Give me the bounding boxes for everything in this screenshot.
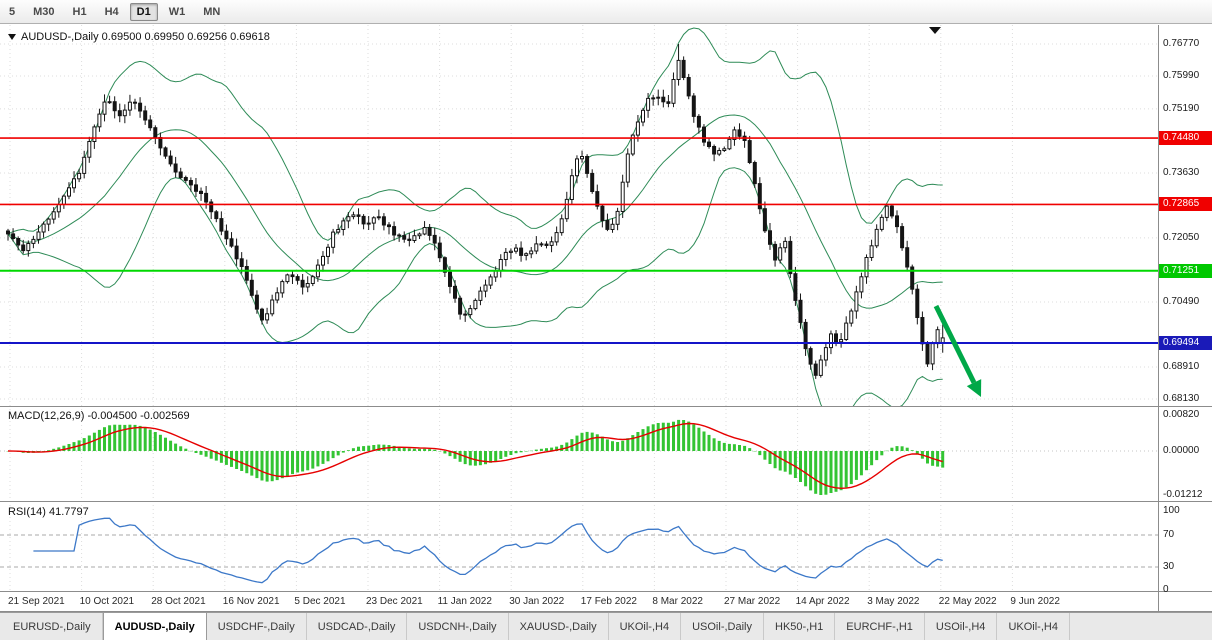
timeframe-button-H4[interactable]: H4 bbox=[104, 5, 119, 18]
price-axis-label: 0.72050 bbox=[1163, 231, 1200, 243]
macd-axis-label: 0.00000 bbox=[1163, 445, 1200, 456]
chart-tab-audusd-daily[interactable]: AUDUSD-,Daily bbox=[102, 613, 207, 640]
rsi-panel bbox=[0, 517, 1158, 584]
main-price-panel bbox=[6, 27, 945, 406]
price-tag: 0.69494 bbox=[1159, 335, 1212, 350]
triangle-down-icon bbox=[8, 34, 16, 40]
date-axis-label: 11 Jan 2022 bbox=[437, 596, 492, 607]
price-axis-label: 0.68130 bbox=[1163, 393, 1200, 404]
date-axis-label: 27 Mar 2022 bbox=[724, 596, 781, 607]
price-tag: 0.74480 bbox=[1159, 131, 1212, 146]
rsi-axis-label: 100 bbox=[1163, 505, 1180, 516]
price-axis-label: 0.73630 bbox=[1163, 167, 1200, 179]
chart-symbol-ohlc-label: AUDUSD-,Daily 0.69500 0.69950 0.69256 0.… bbox=[8, 31, 270, 43]
timeframe-button-D1[interactable]: D1 bbox=[129, 2, 158, 21]
chart-tab-usoil-h4[interactable]: USOil-,H4 bbox=[925, 613, 998, 640]
chart-tab-usoil-daily[interactable]: USOil-,Daily bbox=[681, 613, 764, 640]
price-tag: 0.72865 bbox=[1159, 197, 1212, 212]
rsi-indicator-label: RSI(14) 41.7797 bbox=[8, 506, 89, 518]
date-axis-label: 16 Nov 2021 bbox=[222, 596, 280, 607]
timeframe-button-MN[interactable]: MN bbox=[203, 5, 221, 18]
chart-tab-eurusd-daily[interactable]: EURUSD-,Daily bbox=[2, 613, 103, 640]
candlesticks bbox=[6, 44, 945, 379]
price-axis-label: 0.68910 bbox=[1163, 360, 1200, 372]
macd-axis-label: 0.00820 bbox=[1163, 409, 1200, 420]
date-axis-label: 14 Apr 2022 bbox=[795, 596, 850, 607]
price-axis-label: 0.75190 bbox=[1163, 102, 1200, 114]
bollinger-band bbox=[7, 27, 943, 241]
chart-tab-eurchf-h1[interactable]: EURCHF-,H1 bbox=[835, 613, 925, 640]
macd-signal-line bbox=[7, 422, 943, 490]
timeframe-button-H1[interactable]: H1 bbox=[72, 5, 87, 18]
date-axis-label: 23 Dec 2021 bbox=[366, 596, 423, 607]
rsi-axis-label: 30 bbox=[1163, 561, 1175, 572]
price-axis-label: 0.75990 bbox=[1163, 70, 1200, 82]
bollinger-band bbox=[7, 114, 943, 309]
date-axis-label: 9 Jun 2022 bbox=[1010, 596, 1060, 607]
timeframe-toolbar: 5 M30 H1 H4 D1 W1 MN bbox=[0, 0, 1212, 24]
chart-tab-xauusd-daily[interactable]: XAUUSD-,Daily bbox=[509, 613, 609, 640]
date-axis-label: 30 Jan 2022 bbox=[509, 596, 565, 607]
date-axis-label: 17 Feb 2022 bbox=[580, 596, 637, 607]
macd-panel bbox=[0, 419, 1158, 495]
rsi-line bbox=[33, 517, 943, 584]
date-axis-label: 8 Mar 2022 bbox=[652, 596, 703, 607]
chart-grid bbox=[0, 25, 1158, 591]
bollinger-band bbox=[7, 167, 943, 406]
date-axis-label: 3 May 2022 bbox=[867, 596, 920, 607]
chart-tab-ukoil-h4[interactable]: UKOil-,H4 bbox=[609, 613, 682, 640]
arrow-annotation[interactable] bbox=[933, 304, 982, 397]
date-axis-label: 22 May 2022 bbox=[938, 596, 997, 607]
timeframe-button-5[interactable]: 5 bbox=[9, 5, 16, 18]
price-axis-label: 0.70490 bbox=[1163, 296, 1200, 308]
timeframe-button-W1[interactable]: W1 bbox=[168, 5, 186, 18]
chart-tab-usdcad-daily[interactable]: USDCAD-,Daily bbox=[307, 613, 408, 640]
price-tag: 0.71251 bbox=[1159, 263, 1212, 278]
timeframe-button-M30[interactable]: M30 bbox=[33, 5, 55, 18]
rsi-axis-label: 0 bbox=[1163, 584, 1169, 595]
price-axis-label: 0.76770 bbox=[1163, 38, 1200, 49]
date-axis-label: 28 Oct 2021 bbox=[151, 596, 206, 607]
chart-tab-usdcnh-daily[interactable]: USDCNH-,Daily bbox=[407, 613, 509, 640]
date-axis-label: 5 Dec 2021 bbox=[294, 596, 346, 607]
macd-axis-label: -0.01212 bbox=[1163, 489, 1203, 500]
rsi-axis-label: 70 bbox=[1163, 529, 1175, 540]
chart-tab-ukoil-h4[interactable]: UKOil-,H4 bbox=[997, 613, 1070, 640]
chart-tab-usdchf-daily[interactable]: USDCHF-,Daily bbox=[207, 613, 307, 640]
date-axis-label: 21 Sep 2021 bbox=[8, 596, 65, 607]
macd-indicator-label: MACD(12,26,9) -0.004500 -0.002569 bbox=[8, 410, 190, 422]
chart-title-text: AUDUSD-,Daily 0.69500 0.69950 0.69256 0.… bbox=[21, 31, 270, 43]
chart-shift-marker[interactable] bbox=[929, 27, 941, 34]
chart-tab-hk50-h1[interactable]: HK50-,H1 bbox=[764, 613, 836, 640]
date-axis-label: 10 Oct 2021 bbox=[79, 596, 135, 607]
chart-tabs-bar: EURUSD-,Daily AUDUSD-,Daily USDCHF-,Daily U… bbox=[0, 612, 1212, 640]
